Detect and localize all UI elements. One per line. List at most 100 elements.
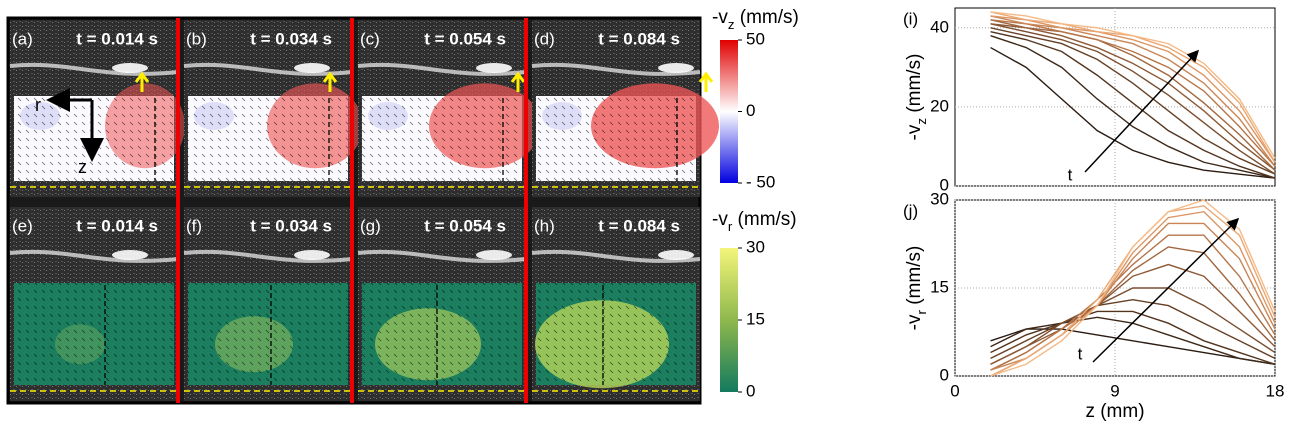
axis-letter: r [35,95,41,115]
quiver [536,96,696,181]
series-line [990,19,1276,171]
panel-label: (a) [12,29,33,48]
time-label: t = 0.034 s [250,216,332,235]
annotation: t [1068,165,1073,184]
y-tick-label: 15 [930,277,949,296]
marker-arrow [698,71,714,92]
series-line [990,15,1276,167]
label-subscript: z [728,17,735,32]
panel-label: (h) [534,216,555,235]
marker-arrow [322,71,338,92]
panel-label: (j) [903,201,918,220]
axis-label: -vz (mm/s) [904,54,929,141]
quiver [14,283,174,385]
series-line [990,287,1276,365]
panel-label: (g) [360,216,381,235]
panel-label: (f) [186,216,202,235]
panel-label: (c) [360,29,380,48]
y-tick-label: 0 [940,365,949,384]
axis-letter: z [78,157,87,177]
quiver [362,96,522,181]
marker-arrow [510,71,526,92]
axis-label: -vr (mm/s) [904,246,929,331]
tissue [531,249,701,263]
y-tick-label: 20 [930,96,949,115]
y-tick-label: 40 [930,17,949,36]
quiver [536,283,696,385]
colorbar [720,40,738,183]
series-line [990,263,1276,365]
tissue [294,250,330,260]
tissue [531,62,701,76]
time-label: t = 0.084 s [598,29,680,48]
x-tick-label: 9 [1110,381,1119,400]
tissue [183,249,353,263]
tissue [476,63,512,73]
y-tick-label: 30 [930,189,949,208]
label-part: (mm/s) [732,209,796,230]
y-tick-label: 0 [940,175,949,194]
quiver [188,96,348,181]
label-part: -v [712,209,728,230]
series-line [990,31,1276,179]
label-part: -v [904,124,925,140]
marker-arrow [134,71,150,92]
tissue [183,62,353,76]
time-arrow [1084,49,1200,173]
tissue [658,250,694,260]
time-arrow [1092,217,1240,363]
time-label: t = 0.014 s [76,216,158,235]
series-line [990,15,1276,163]
colorbar-tick-label: 0 [746,101,755,120]
series-line [990,19,1276,167]
series-line [990,27,1276,175]
series-line [990,328,1276,365]
tissue [357,249,527,263]
series-line [990,299,1276,360]
axis-label: -vz (mm/s) [712,7,799,32]
x-tick-label: 0 [950,381,959,400]
time-label: t = 0.054 s [424,29,506,48]
time-label: t = 0.014 s [76,29,158,48]
series-line [990,35,1276,179]
tissue [9,249,179,263]
tissue [294,63,330,73]
plot-area [954,7,1276,187]
series-line [990,310,1276,365]
label-subscript: r [728,219,733,234]
colorbar-tick-label: - 50 [746,172,775,191]
series-line [990,23,1276,175]
series-line [990,46,1276,179]
quiver [188,283,348,385]
label-part: (mm/s) [734,7,798,28]
colorbar-tick-label: 30 [746,237,765,256]
colorbar-tick-label: 15 [746,309,765,328]
time-label: t = 0.034 s [250,29,332,48]
label-subscript: r [914,309,929,314]
tissue [357,62,527,76]
panel-label: (i) [903,9,918,28]
colorbar-tick-label: 0 [746,381,755,400]
label-part: -v [904,314,925,330]
panel-label: (d) [534,29,555,48]
series-line [990,11,1276,159]
colorbar-tick-label: 50 [746,29,765,48]
panel-label: (e) [12,216,33,235]
label-subscript: z [914,118,929,125]
colorbar [720,248,738,392]
x-tick-label: 18 [1266,381,1285,400]
tissue [112,63,148,73]
tissue [9,62,179,76]
tissue [476,250,512,260]
x-axis-label: z (mm) [1085,401,1144,422]
series-line [990,23,1276,171]
time-label: t = 0.054 s [424,216,506,235]
label-part: -v [712,7,728,28]
tissue [112,250,148,260]
tissue [658,63,694,73]
panel-label: (b) [186,29,207,48]
image-panels: (a) t = 0.014 s (b) t = 0.034 s (c) t = 0.054… [6,16,719,405]
axis-label: -vr (mm/s) [712,209,797,234]
